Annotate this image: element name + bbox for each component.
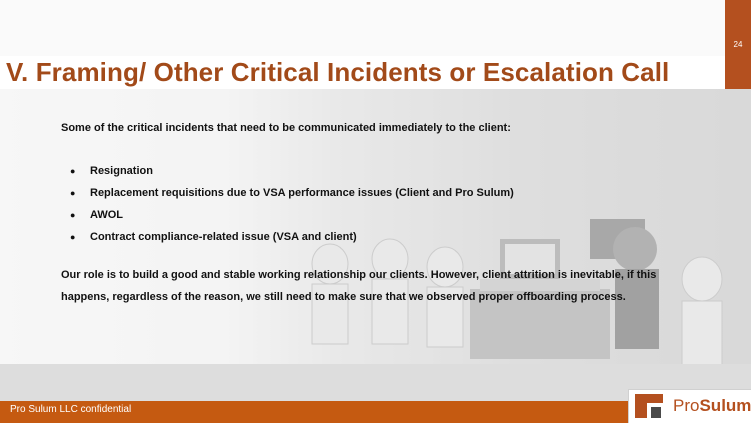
prosulum-logo: ProSulum xyxy=(628,389,751,423)
list-item: ● Contract compliance-related issue (VSA … xyxy=(70,226,514,248)
list-item: ● Replacement requisitions due to VSA per… xyxy=(70,182,514,204)
bullet-icon: ● xyxy=(70,210,76,220)
intro-text: Some of the critical incidents that need… xyxy=(61,122,511,134)
background-photo xyxy=(0,89,751,401)
footer-confidential: Pro Sulum LLC confidential xyxy=(10,404,132,415)
bullet-icon: ● xyxy=(70,232,76,242)
logo-wordmark: ProSulum xyxy=(673,396,751,416)
list-item-text: Resignation xyxy=(90,165,153,177)
footer-bar xyxy=(0,401,751,423)
prosulum-logo-icon xyxy=(635,394,663,418)
title-bar xyxy=(0,56,725,89)
list-item: ● Resignation xyxy=(70,160,514,182)
bullet-list: ● Resignation ● Replacement requisitions d… xyxy=(70,160,514,248)
list-item-text: Contract compliance-related issue (VSA a… xyxy=(90,231,357,243)
logo-text-light: Pro xyxy=(673,396,700,415)
closing-paragraph: Our role is to build a good and stable w… xyxy=(61,269,657,303)
accent-bar xyxy=(725,0,751,100)
list-item-text: Replacement requisitions due to VSA perf… xyxy=(90,187,514,199)
photo-overlay xyxy=(0,89,751,401)
slide-title: V. Framing/ Other Critical Incidents or … xyxy=(6,57,670,87)
list-item: ● AWOL xyxy=(70,204,514,226)
bullet-icon: ● xyxy=(70,188,76,198)
lego-figures-illustration xyxy=(0,219,751,401)
page-number: 24 xyxy=(733,40,743,49)
bullet-icon: ● xyxy=(70,166,76,176)
list-item-text: AWOL xyxy=(90,209,123,221)
logo-text-bold: Sulum xyxy=(699,396,751,415)
